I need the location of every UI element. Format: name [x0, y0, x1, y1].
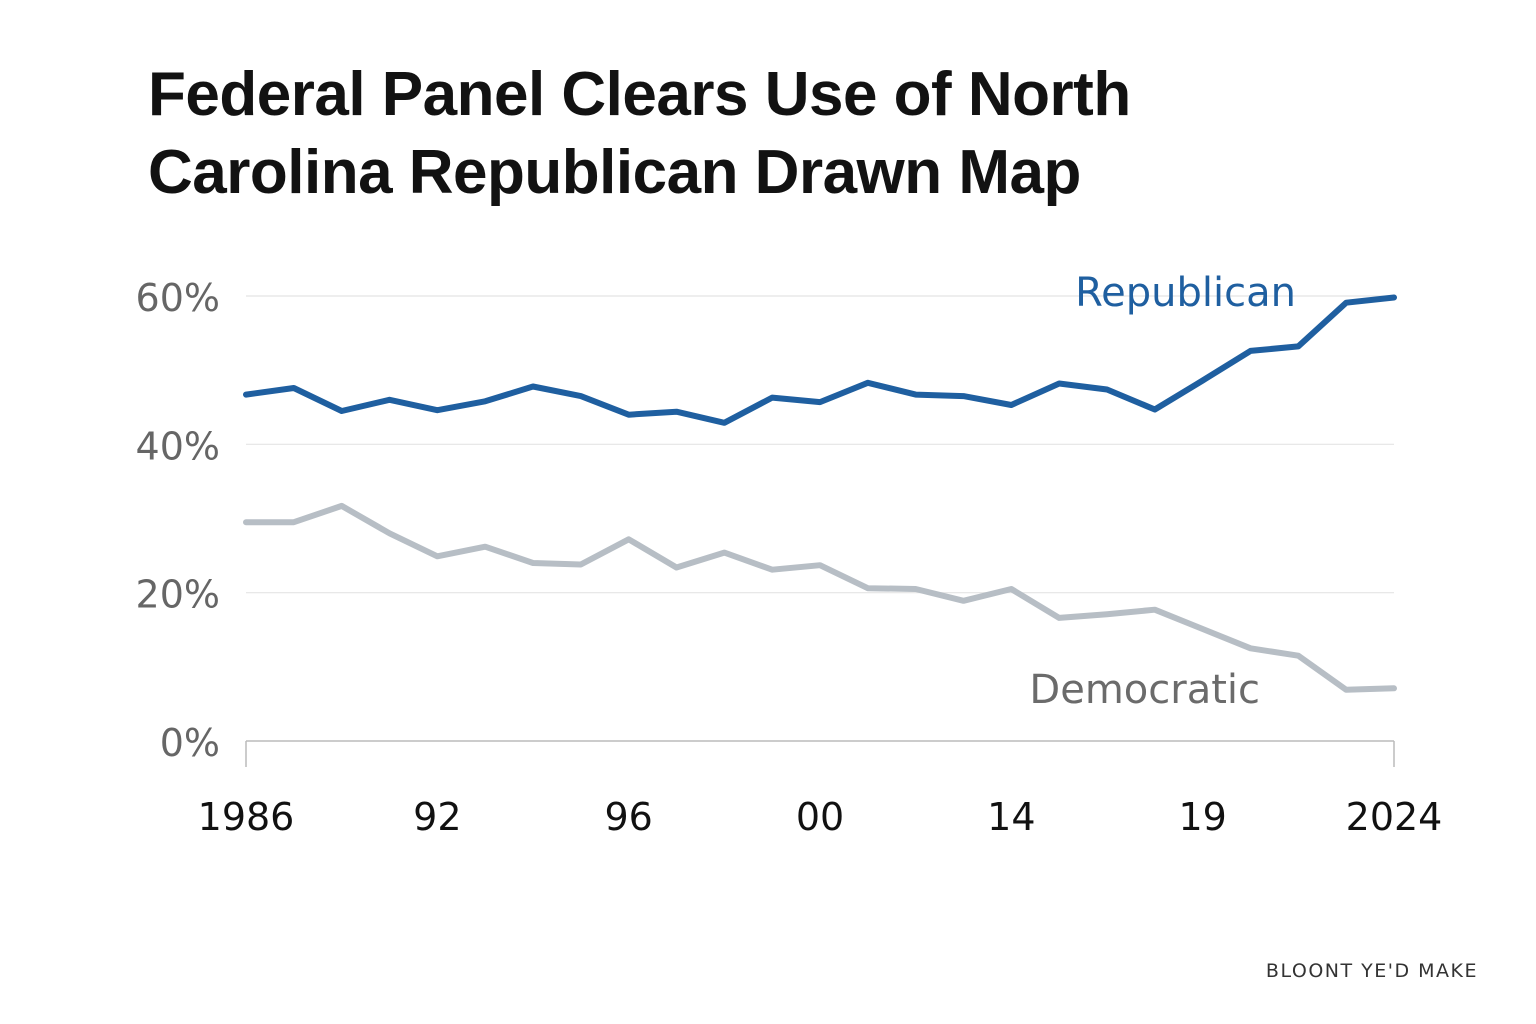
x-tick-label: 92: [413, 795, 461, 839]
x-tick-label: 19: [1178, 795, 1226, 839]
series-lines: [243, 294, 1397, 693]
series-labels: Republican Democratic: [1029, 270, 1296, 713]
gridlines: [246, 295, 1394, 594]
series-label-democratic: Democratic: [1029, 667, 1260, 713]
x-tick-label: 00: [796, 795, 844, 839]
chart-title: Federal Panel Clears Use of North Caroli…: [148, 56, 1298, 212]
x-tick-label: 1986: [198, 795, 295, 839]
x-tick-label: 96: [604, 795, 652, 839]
y-tick-label: 20%: [136, 573, 220, 617]
y-tick-label: 0%: [160, 721, 220, 765]
x-tick-label: 2024: [1346, 795, 1443, 839]
credit-line: BLOONT YE'D MAKE: [1265, 960, 1478, 982]
series-line-democratic: [243, 502, 1397, 693]
chart-title-line-2: Carolina Republican Drawn Map: [148, 138, 1081, 207]
y-tick-label: 60%: [136, 276, 220, 320]
series-label-republican: Republican: [1075, 270, 1296, 316]
axes: [245, 740, 1395, 767]
y-tick-label: 40%: [136, 424, 220, 468]
chart-title-line-1: Federal Panel Clears Use of North: [148, 60, 1131, 129]
series-line-republican: [243, 294, 1397, 426]
y-axis-ticks: 0% 20% 40% 60%: [136, 276, 220, 765]
x-axis-ticks: 1986 92 96 00 14 19 2024: [198, 795, 1443, 839]
x-tick-label: 14: [987, 795, 1035, 839]
